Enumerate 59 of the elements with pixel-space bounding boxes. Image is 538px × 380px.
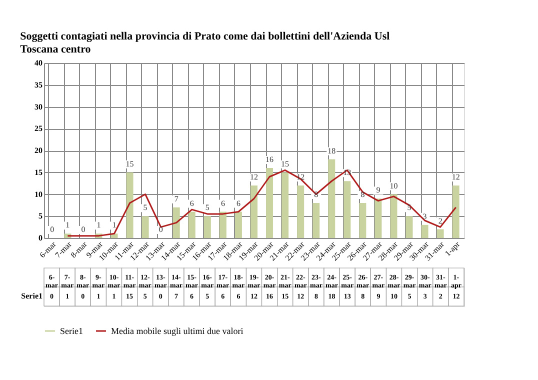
text: 15 bbox=[281, 159, 290, 168]
bar bbox=[282, 172, 289, 238]
text: 12 bbox=[452, 172, 460, 182]
text: 16 bbox=[266, 155, 274, 164]
text: 2 bbox=[438, 216, 442, 226]
bar bbox=[312, 203, 320, 238]
y-tick-label: 10 bbox=[34, 190, 42, 199]
bar bbox=[436, 229, 444, 238]
text: 7 bbox=[174, 194, 178, 204]
text: 6 bbox=[236, 198, 240, 208]
bar bbox=[266, 168, 274, 238]
y-tick-label: 0 bbox=[38, 234, 42, 242]
text: 15 bbox=[126, 159, 134, 168]
y-tick-label: 5 bbox=[38, 212, 42, 221]
text: 0 bbox=[50, 225, 54, 234]
text: 6 bbox=[190, 198, 194, 208]
bar bbox=[374, 198, 382, 238]
text: 18 bbox=[328, 146, 336, 156]
bar bbox=[421, 224, 428, 238]
text: 12 bbox=[250, 172, 258, 182]
bar bbox=[344, 181, 351, 238]
text: Toscana centro bbox=[20, 44, 91, 56]
y-tick-label: 15 bbox=[34, 168, 42, 177]
bar bbox=[204, 216, 211, 238]
bar bbox=[142, 216, 149, 238]
y-tick-label: 40 bbox=[34, 58, 42, 68]
text: 0 bbox=[81, 225, 86, 234]
bar bbox=[297, 186, 304, 238]
bar bbox=[250, 186, 258, 238]
bar bbox=[188, 212, 196, 238]
text: Serie1 bbox=[21, 292, 42, 300]
bar bbox=[359, 203, 366, 238]
text: 5 bbox=[143, 203, 148, 212]
text: 6 bbox=[220, 198, 225, 208]
bar bbox=[126, 172, 134, 238]
text: Soggetti contagiati nella provincia di Prato come dai bollettini dell'Azienda Usl bbox=[20, 30, 390, 42]
y-tick-label: 30 bbox=[34, 102, 42, 112]
text: 3 bbox=[422, 212, 427, 221]
legend-label: Serie1 bbox=[60, 326, 83, 336]
text: 1 bbox=[66, 220, 70, 230]
text: 5 bbox=[205, 203, 210, 212]
y-tick-label: 20 bbox=[34, 146, 42, 155]
text: 9 bbox=[376, 186, 380, 195]
bar bbox=[390, 194, 398, 238]
bar bbox=[234, 212, 242, 238]
bar bbox=[172, 207, 180, 238]
y-tick-label: 25 bbox=[34, 124, 42, 134]
bar bbox=[328, 159, 336, 238]
bar bbox=[219, 212, 226, 238]
legend-label: Media mobile sugli ultimi due valori bbox=[111, 326, 244, 336]
text: 5 bbox=[407, 203, 412, 212]
bar bbox=[452, 186, 460, 238]
text: 8 bbox=[360, 190, 365, 199]
text: 1 bbox=[112, 220, 116, 230]
y-tick-label: 35 bbox=[34, 80, 42, 90]
bar bbox=[406, 216, 413, 238]
text: 0 bbox=[158, 225, 163, 234]
text: 10 bbox=[390, 181, 398, 190]
text: 1 bbox=[96, 220, 101, 230]
